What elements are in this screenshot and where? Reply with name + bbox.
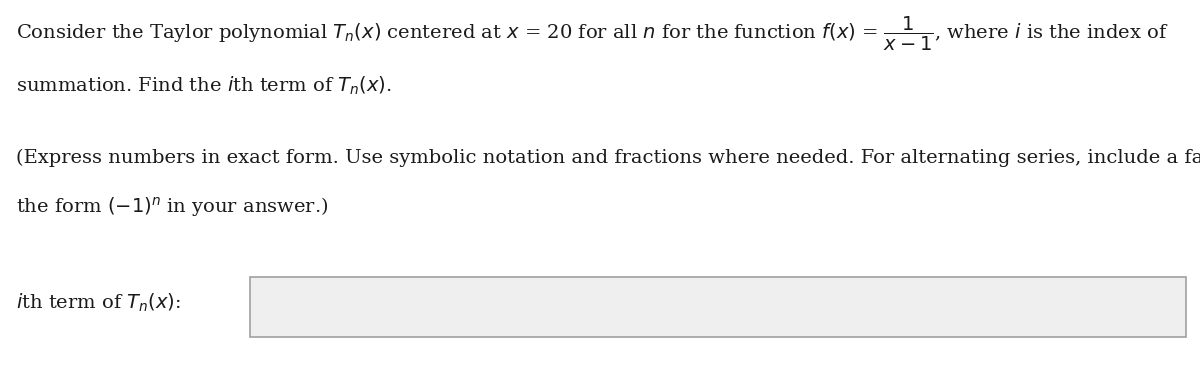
Text: Consider the Taylor polynomial $T_n(x)$ centered at $x$ = 20 for all $n$ for the: Consider the Taylor polynomial $T_n(x)$ …	[16, 15, 1169, 53]
FancyBboxPatch shape	[250, 277, 1186, 337]
Text: (Express numbers in exact form. Use symbolic notation and fractions where needed: (Express numbers in exact form. Use symb…	[16, 148, 1200, 167]
Text: summation. Find the $i$th term of $T_n(x)$.: summation. Find the $i$th term of $T_n(x…	[16, 75, 391, 97]
Text: $i$th term of $T_n(x)$:: $i$th term of $T_n(x)$:	[16, 292, 180, 314]
Text: the form $(-1)^n$ in your answer.): the form $(-1)^n$ in your answer.)	[16, 196, 328, 220]
